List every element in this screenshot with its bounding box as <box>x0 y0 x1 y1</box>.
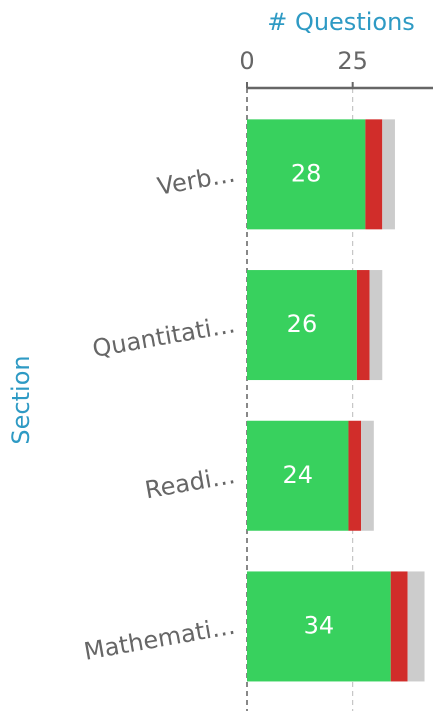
y-tick-label: Verb… <box>155 160 237 201</box>
bar-segment <box>247 420 349 531</box>
bar-segment <box>356 270 370 381</box>
x-axis-label: # Questions <box>267 8 415 36</box>
x-tick-label: 0 <box>239 47 254 75</box>
x-tick-label: 25 <box>337 47 368 75</box>
bar-segment <box>361 420 374 531</box>
bar-segment <box>247 571 391 682</box>
bar-label: 24 <box>282 461 313 489</box>
bar-segment <box>407 571 425 682</box>
bar-segment <box>247 119 366 230</box>
bar-label: 28 <box>291 159 322 187</box>
y-axis-label: Section <box>7 355 35 444</box>
y-tick-label: Mathemati… <box>82 612 238 666</box>
y-tick-label: Quantitati… <box>90 310 237 363</box>
y-tick-label: Readi… <box>143 461 237 504</box>
bar-segment <box>247 270 357 381</box>
bar-segment <box>348 420 362 531</box>
bar-label: 34 <box>304 611 335 639</box>
bar-segment <box>382 119 395 230</box>
bar-segment <box>365 119 383 230</box>
bar-label: 26 <box>287 310 318 338</box>
bar-segment <box>369 270 383 381</box>
bar-segment <box>390 571 408 682</box>
